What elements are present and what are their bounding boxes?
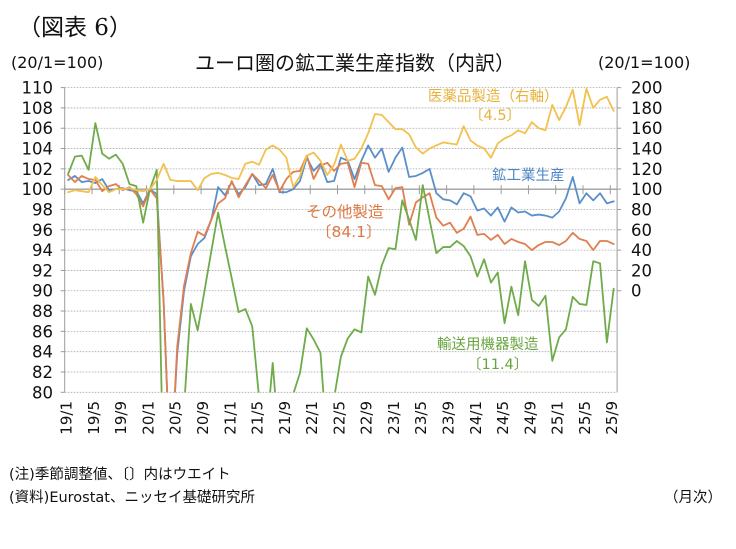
y-tick-label-left: 92: [32, 261, 53, 280]
x-tick-label: 20/5: [167, 401, 185, 435]
x-tick-label: 24/5: [494, 401, 512, 435]
gridlines: [64, 87, 618, 393]
y-tick-label-left: 90: [32, 282, 53, 301]
y-tick-label-right: 200: [631, 79, 663, 98]
series-weight-pharmaceuticals: 〔4.5〕: [469, 108, 522, 124]
series-line-pharmaceuticals: [67, 87, 615, 194]
right-axis-unit: (20/1=100): [598, 53, 691, 72]
y-tick-label-right: 120: [631, 160, 663, 179]
series-weight-other-manufacturing: 〔84.1〕: [316, 223, 382, 241]
y-tick-label-left: 102: [22, 160, 54, 179]
x-tick-label: 19/1: [58, 401, 76, 435]
x-tick-label: 25/9: [603, 401, 621, 435]
y-tick-label-left: 108: [22, 99, 54, 118]
y-tick-label-left: 104: [22, 140, 54, 159]
series-label-pharmaceuticals: 医薬品製造（右軸）: [428, 89, 559, 105]
series-lines: [67, 87, 615, 393]
x-tick-label: 20/9: [194, 401, 212, 435]
y-tick-label-right: 80: [631, 200, 652, 219]
source-note: (資料)Eurostat、ニッセイ基礎研究所: [9, 490, 255, 506]
y-tick-label-left: 84: [32, 343, 53, 362]
series-line-transport-equipment: [67, 122, 615, 393]
y-tick-label-left: 86: [32, 322, 53, 341]
x-tick-label: 21/1: [221, 401, 239, 435]
x-tick-label: 23/1: [385, 401, 403, 435]
x-tick-label: 23/5: [412, 401, 430, 435]
y-tick-label-left: 88: [32, 302, 53, 321]
y-tick-label-right: 180: [631, 99, 663, 118]
y-tick-label-right: 40: [631, 241, 652, 260]
chart-title: ユーロ圏の鉱工業生産指数（内訳）: [195, 51, 515, 75]
y-tick-label-left: 80: [32, 383, 53, 402]
x-tick-label: 22/9: [358, 401, 376, 435]
x-tick-label: 20/1: [139, 401, 157, 435]
y-tick-label-left: 100: [22, 180, 54, 199]
y-tick-label-left: 94: [32, 241, 53, 260]
x-tick-label: 25/5: [576, 401, 594, 435]
tick-labels: 1101081061041021009896949290888684828020…: [22, 79, 663, 435]
left-axis-unit: (20/1=100): [11, 53, 104, 72]
y-tick-label-right: 100: [631, 180, 663, 199]
series-label-industrial-production: 鉱工業生産: [492, 168, 565, 184]
x-tick-label: 22/1: [303, 401, 321, 435]
x-tick-label: 19/9: [112, 401, 130, 435]
x-tick-label: 21/9: [276, 401, 294, 435]
x-tick-label: 24/9: [521, 401, 539, 435]
series-transport-equipment: [67, 122, 615, 393]
y-tick-label-right: 0: [631, 282, 642, 301]
series-weight-transport-equipment: 〔11.4〕: [467, 357, 529, 373]
footnote: (注)季節調整値、〔〕内はウエイト: [9, 467, 231, 483]
y-tick-label-right: 60: [631, 221, 652, 240]
y-tick-label-left: 96: [32, 221, 53, 240]
figure-label: （図表 6）: [18, 15, 132, 41]
x-axis-unit: （月次）: [664, 490, 722, 506]
series-other-manufacturing: [67, 154, 615, 393]
series-label-transport-equipment: 輸送用機器製造: [437, 337, 539, 353]
x-tick-label: 19/5: [85, 401, 103, 435]
y-tick-label-left: 98: [32, 200, 53, 219]
y-tick-label-left: 106: [22, 119, 54, 138]
y-tick-label-right: 140: [631, 140, 663, 159]
x-tick-label: 23/9: [440, 401, 458, 435]
x-tick-label: 25/1: [549, 401, 567, 435]
x-tick-label: 21/5: [249, 401, 267, 435]
series-pharmaceuticals: [67, 87, 615, 194]
x-tick-label: 22/5: [330, 401, 348, 435]
y-tick-label-right: 20: [631, 261, 652, 280]
y-tick-label-left: 82: [32, 363, 53, 382]
x-tick-label: 24/1: [467, 401, 485, 435]
y-tick-label-left: 110: [22, 79, 54, 98]
y-tick-label-right: 160: [631, 119, 663, 138]
series-line-other-manufacturing: [67, 154, 615, 393]
series-label-other-manufacturing: その他製造: [306, 203, 384, 221]
